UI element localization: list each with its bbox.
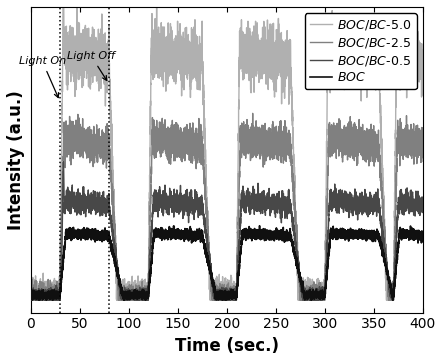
X-axis label: Time (sec.): Time (sec.) xyxy=(175,337,279,355)
Text: Light Off: Light Off xyxy=(67,51,115,80)
Y-axis label: Intensity (a.u.): Intensity (a.u.) xyxy=(7,90,25,230)
Text: Light On: Light On xyxy=(19,56,66,98)
Legend: $\it{BOC/BC}$-$\it{5.0}$, $\it{BOC/BC}$-$\it{2.5}$, $\it{BOC/BC}$-$\it{0.5}$, $\: $\it{BOC/BC}$-$\it{5.0}$, $\it{BOC/BC}$-… xyxy=(305,13,417,89)
